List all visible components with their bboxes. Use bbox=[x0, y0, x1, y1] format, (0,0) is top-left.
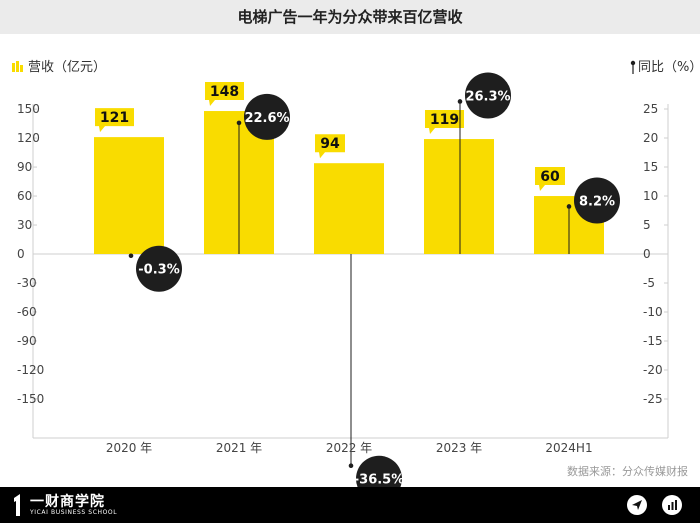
brand-subtitle: YICAI BUSINESS SCHOOL bbox=[30, 509, 118, 516]
yoy-point bbox=[128, 253, 134, 259]
stats-button[interactable] bbox=[662, 495, 682, 515]
legend-revenue-swatch-bar bbox=[20, 65, 23, 72]
y-right-tick-label: 0 bbox=[643, 247, 651, 261]
brand-logo-icon bbox=[14, 494, 20, 516]
legend-revenue-swatch-bar bbox=[12, 63, 15, 72]
y-left-tick-label: 120 bbox=[17, 131, 40, 145]
yoy-bubble bbox=[356, 455, 402, 487]
legend-yoy-marker-dot bbox=[630, 60, 636, 66]
y-right-tick-label: 5 bbox=[643, 218, 651, 232]
y-left-tick-label: 150 bbox=[17, 102, 40, 116]
source-note: 数据来源：分众传媒财报 bbox=[567, 464, 688, 478]
legend-yoy-label: 同比（%） bbox=[638, 60, 700, 75]
yoy-data-label: 8.2% bbox=[579, 194, 615, 209]
legend-revenue-swatch-bar bbox=[16, 61, 19, 72]
brand-name: 一财商学院 bbox=[30, 494, 105, 510]
revenue-data-label: 119 bbox=[430, 112, 459, 128]
yoy-point bbox=[348, 463, 354, 469]
x-tick-label: 2021 年 bbox=[216, 441, 262, 455]
y-right-tick-label: 15 bbox=[643, 160, 658, 174]
bar-chart-icon bbox=[668, 500, 677, 510]
yoy-point bbox=[566, 204, 572, 209]
y-right-tick-label: -25 bbox=[643, 392, 663, 406]
y-right-tick-label: -20 bbox=[643, 363, 663, 377]
revenue-bar bbox=[314, 163, 384, 254]
yoy-point bbox=[236, 120, 242, 126]
revenue-label-tag bbox=[205, 82, 244, 107]
yoy-bubble bbox=[465, 72, 511, 119]
revenue-bar bbox=[424, 139, 494, 254]
y-left-tick-label: 90 bbox=[17, 160, 32, 174]
legend-revenue-label: 营收（亿元） bbox=[28, 60, 106, 75]
yoy-bubble bbox=[574, 177, 620, 224]
revenue-data-label: 94 bbox=[320, 136, 340, 152]
y-left-tick-label: -150 bbox=[17, 392, 44, 406]
yoy-bubble bbox=[136, 245, 182, 292]
footer-bar: 一财商学院 YICAI BUSINESS SCHOOL bbox=[0, 487, 700, 523]
x-tick-label: 2024H1 bbox=[545, 441, 592, 455]
revenue-label-tag bbox=[535, 167, 565, 192]
y-left-tick-label: -60 bbox=[17, 305, 37, 319]
y-right-tick-label: -15 bbox=[643, 334, 663, 348]
y-left-tick-label: -120 bbox=[17, 363, 44, 377]
y-left-tick-label: -30 bbox=[17, 276, 37, 290]
yoy-data-label: -36.5% bbox=[354, 473, 405, 487]
y-left-tick-label: 30 bbox=[17, 218, 32, 232]
y-left-tick-label: 60 bbox=[17, 189, 32, 203]
title-bar bbox=[0, 0, 700, 34]
x-tick-label: 2022 年 bbox=[326, 441, 372, 455]
chart-title: 电梯广告一年为分众带来百亿营收 bbox=[237, 8, 463, 26]
revenue-label-tag bbox=[315, 134, 345, 159]
yoy-point bbox=[457, 99, 463, 104]
yoy-data-label: 22.6% bbox=[244, 111, 289, 126]
y-right-tick-label: -10 bbox=[643, 305, 663, 319]
y-left-tick-label: -90 bbox=[17, 334, 37, 348]
revenue-data-label: 121 bbox=[100, 110, 129, 126]
y-right-tick-label: 10 bbox=[643, 189, 658, 203]
revenue-label-tag bbox=[95, 108, 134, 133]
y-right-tick-label: 25 bbox=[643, 102, 658, 116]
x-tick-label: 2023 年 bbox=[436, 441, 482, 455]
send-icon bbox=[632, 500, 642, 510]
x-tick-label: 2020 年 bbox=[106, 441, 152, 455]
revenue-bar bbox=[94, 137, 164, 254]
revenue-data-label: 60 bbox=[540, 169, 560, 185]
y-right-tick-label: -5 bbox=[643, 276, 655, 290]
yoy-data-label: -0.3% bbox=[138, 263, 179, 278]
y-left-tick-label: 0 bbox=[17, 247, 25, 261]
yoy-data-label: 26.3% bbox=[465, 89, 510, 104]
chart: 150 120 90 60 30 0 -30 -60 -90 -120 -150 25 20 15 10 5 0… bbox=[12, 60, 700, 487]
share-button[interactable] bbox=[627, 495, 647, 515]
y-right-tick-label: 20 bbox=[643, 131, 658, 145]
yoy-bubble bbox=[244, 93, 290, 140]
revenue-data-label: 148 bbox=[210, 84, 239, 100]
revenue-label-tag bbox=[425, 110, 464, 135]
